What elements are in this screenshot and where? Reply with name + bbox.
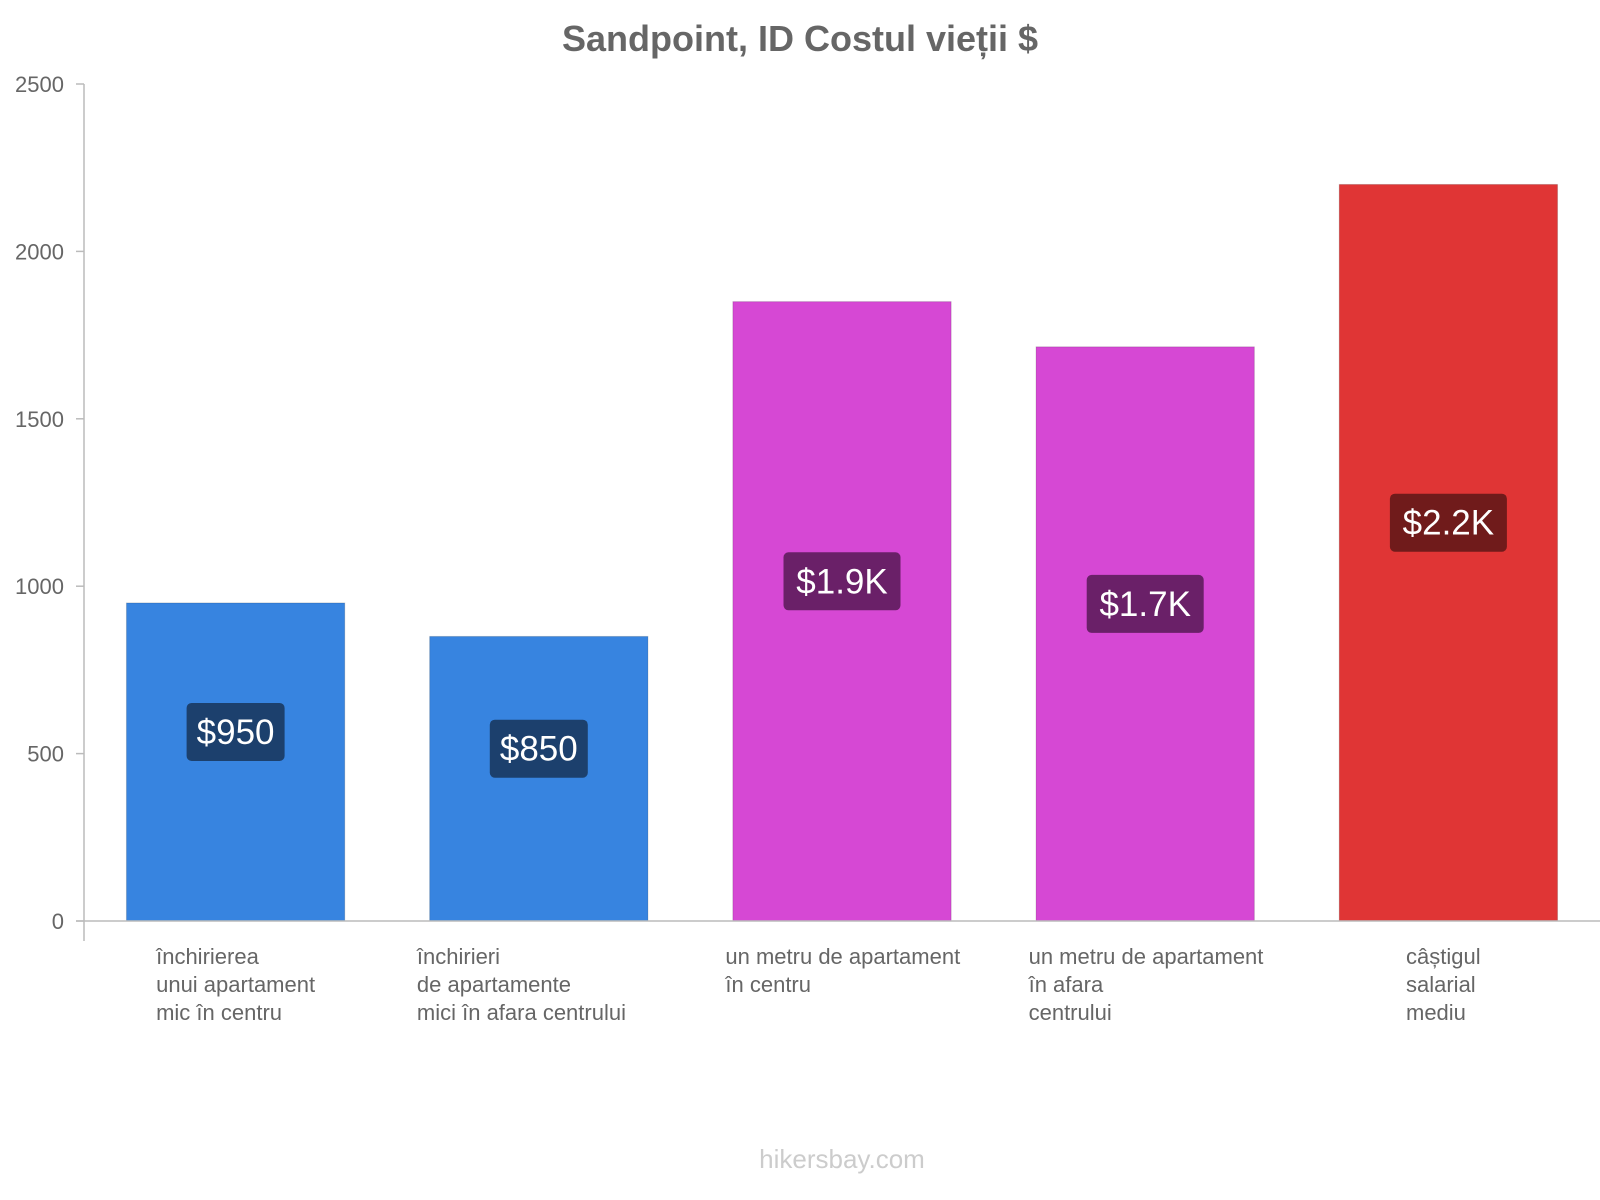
x-category-label-line: centrului [1029,1000,1112,1025]
x-category-label-line: unui apartament [156,972,315,997]
watermark: hikersbay.com [759,1144,925,1174]
x-category-label-line: închirieri [416,944,500,969]
x-category-label-line: mici în afara centrului [417,1000,626,1025]
x-category-label-line: un metru de apartament [1029,944,1264,969]
x-category-label-line: în centru [724,972,811,997]
chart-title: Sandpoint, ID Costul vieții $ [561,18,1039,59]
value-label: $2.2K [1403,504,1494,543]
y-tick-label: 2000 [15,239,64,264]
value-label-badge [1389,493,1507,552]
bar[interactable] [732,301,952,922]
value-label: $1.9K [796,562,887,601]
x-category-label-line: în afara [1028,972,1104,997]
x-category-label-line: un metru de apartament [725,944,960,969]
x-category-label: închirierea unui apartament mic în centru [155,944,315,1025]
x-category-label: un metru de apartament în afara centrului [1028,944,1264,1025]
bar[interactable] [1338,183,1559,922]
x-category-label: câștigul salarial mediu [1406,944,1481,1025]
x-category-label-line: salarial [1406,972,1476,997]
bar[interactable] [429,635,649,922]
y-tick-label: 0 [52,909,64,934]
x-category-label-line: mediu [1406,1000,1466,1025]
value-label-badge [186,702,285,761]
y-tick-label: 2500 [15,72,64,97]
x-category-label-line: închirierea [155,944,259,969]
x-category-label-line: mic în centru [156,1000,282,1025]
x-category-label: închirieri de apartamente mici în afara ce… [416,944,626,1025]
value-label-badge [489,719,588,778]
x-category-label-line: de apartamente [417,972,571,997]
bar[interactable] [125,602,346,922]
value-label: $950 [197,713,275,752]
value-label: $850 [500,730,578,769]
bar[interactable] [1035,346,1255,922]
value-label-badge [1086,574,1204,633]
x-category-label: un metru de apartament în centru [724,944,960,997]
y-tick-label: 500 [27,742,64,767]
x-category-label-line: câștigul [1406,944,1481,969]
y-tick-label: 1000 [15,574,64,599]
y-tick-label: 1500 [15,407,64,432]
value-label-badge [783,552,901,611]
value-label: $1.7K [1099,585,1190,624]
